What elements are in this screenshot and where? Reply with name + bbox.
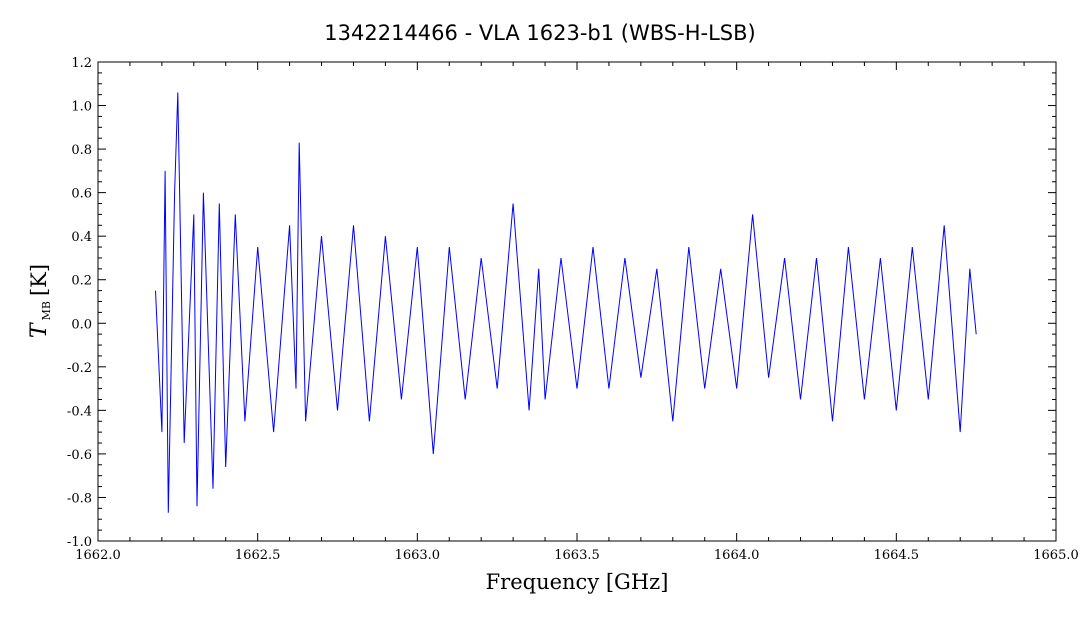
- y-axis-label-symbol: T: [27, 321, 52, 338]
- y-axis-label: TMB [K]: [27, 264, 53, 338]
- y-axis-label-unit: [K]: [27, 264, 51, 296]
- y-tick-label: 1.0: [71, 100, 92, 115]
- y-tick-label: -0.4: [67, 404, 92, 419]
- plot-area: [97, 61, 1057, 542]
- y-tick-label: -0.8: [67, 491, 92, 506]
- y-tick-label: 1.2: [71, 56, 92, 71]
- y-axis-label-subscript: MB: [40, 301, 53, 320]
- y-tick-label: 0.8: [71, 143, 92, 158]
- y-tick-label: 0.4: [71, 230, 92, 245]
- x-tick-label: 1663.0: [395, 548, 441, 563]
- x-axis-ticks: 1662.0 1662.5 1663.0 1663.5 1664.0 1664.5 1665…: [75, 62, 1079, 563]
- y-axis-ticks: -1.0 -0.8 -0.6 -0.4 -0.2 0.0 0.2 0.4 0.6 0.8 1.0 1.…: [67, 56, 1056, 550]
- x-tick-label: 1663.5: [554, 548, 600, 563]
- y-axis-label-text: TMB [K]: [27, 264, 53, 338]
- y-tick-label: 0.2: [71, 274, 92, 289]
- x-tick-label: 1662.5: [235, 548, 281, 563]
- x-tick-label: 1664.5: [874, 548, 920, 563]
- chart-title: 1342214466 - VLA 1623-b1 (WBS-H-LSB): [324, 21, 755, 45]
- x-tick-label: 1664.0: [714, 548, 760, 563]
- y-tick-label: 0.6: [71, 187, 92, 202]
- y-tick-label: -0.2: [67, 361, 92, 376]
- plot-frame: [97, 61, 1057, 542]
- x-tick-label: 1665.0: [1033, 548, 1079, 563]
- y-tick-label: -0.6: [67, 448, 92, 463]
- x-axis-label: Frequency [GHz]: [486, 570, 669, 594]
- y-tick-label: -1.0: [67, 535, 92, 550]
- x-tick-label: 1662.0: [75, 548, 121, 563]
- spectrum-series-line: [155, 92, 977, 513]
- y-tick-label: 0.0: [71, 317, 92, 332]
